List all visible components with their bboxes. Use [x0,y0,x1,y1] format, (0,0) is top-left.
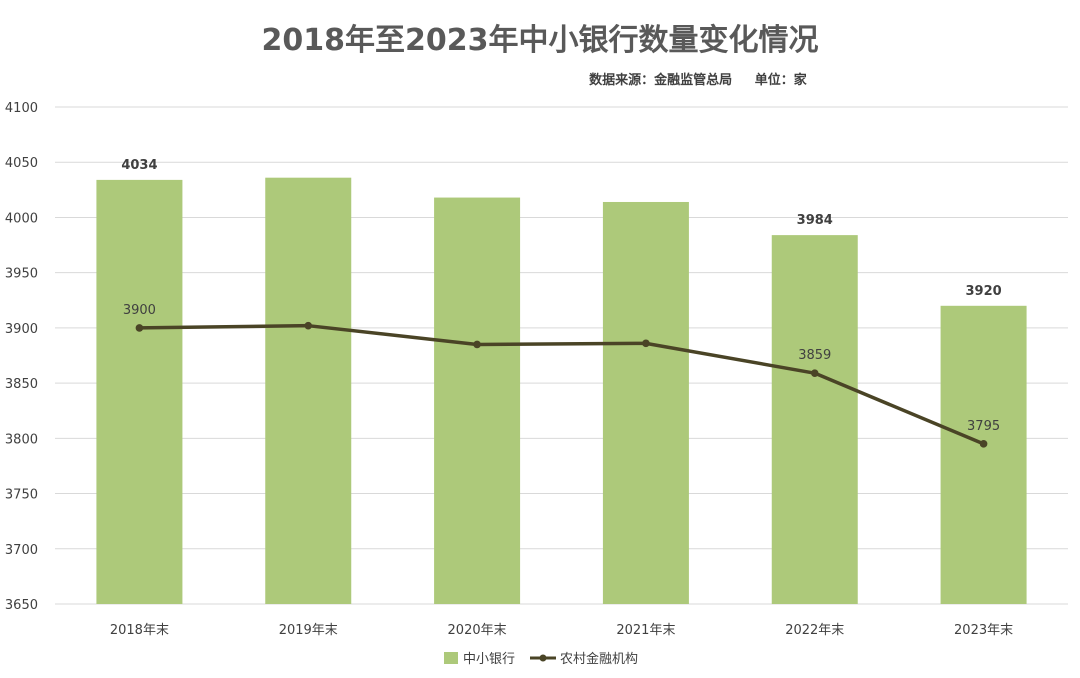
y-tick-label: 3900 [5,322,38,337]
y-tick-label: 3950 [5,267,38,282]
bar [265,177,352,604]
line-path [139,323,985,446]
bar-data-label: 3984 [797,213,833,228]
x-tick-label: 2021年末 [616,623,675,638]
x-tick-label: 2019年末 [279,623,338,638]
y-tick-label: 3800 [5,432,38,447]
line-series [135,321,988,448]
bar-series [96,177,1027,605]
line-data-label: 3900 [123,303,156,318]
y-tick-label: 3650 [5,598,38,613]
legend-line-marker [539,654,547,662]
line-point [473,340,481,349]
y-axis-ticks: 3650 3700 3750 3800 3850 3900 3950 4000 4050 4100 [5,101,38,613]
line-point [304,321,313,330]
legend: 中小银行 农村金融机构 [444,651,638,667]
legend-line-label: 农村金融机构 [560,651,638,667]
legend-bar-swatch [444,652,458,664]
line-point [642,339,650,348]
x-tick-label: 2020年末 [448,623,507,638]
bar [602,201,689,604]
y-tick-label: 4100 [5,101,38,116]
bar [434,197,521,604]
y-tick-label: 4050 [5,156,38,171]
x-tick-label: 2022年末 [785,623,844,638]
y-tick-label: 4000 [5,211,38,226]
y-tick-label: 3700 [5,543,38,558]
legend-bar-label: 中小银行 [463,652,515,667]
grid-lines [55,106,1068,605]
line-point [810,369,819,377]
data-labels: 4034 3984 3920 3900 3859 3795 [121,158,1001,434]
x-axis-ticks: 2018年末 2019年末 2020年末 2021年末 2022年末 2023年末 [110,623,1013,638]
bar [940,305,1027,604]
y-tick-label: 3750 [5,488,38,503]
chart-title: 2018年至2023年中小银行数量变化情况 [262,23,819,58]
bar-data-label: 3920 [965,284,1001,299]
line-point [135,324,144,332]
line-data-label: 3859 [798,348,831,363]
x-tick-label: 2018年末 [110,623,169,638]
y-tick-label: 3850 [5,377,38,392]
chart-subtitle: 数据来源：金融监管总局 单位：家 [589,72,808,88]
bar-data-label: 4034 [121,158,157,173]
line-data-label: 3795 [967,419,1000,434]
bar [771,235,858,605]
bar [96,179,183,605]
x-tick-label: 2023年末 [954,623,1013,638]
line-point [979,440,988,448]
